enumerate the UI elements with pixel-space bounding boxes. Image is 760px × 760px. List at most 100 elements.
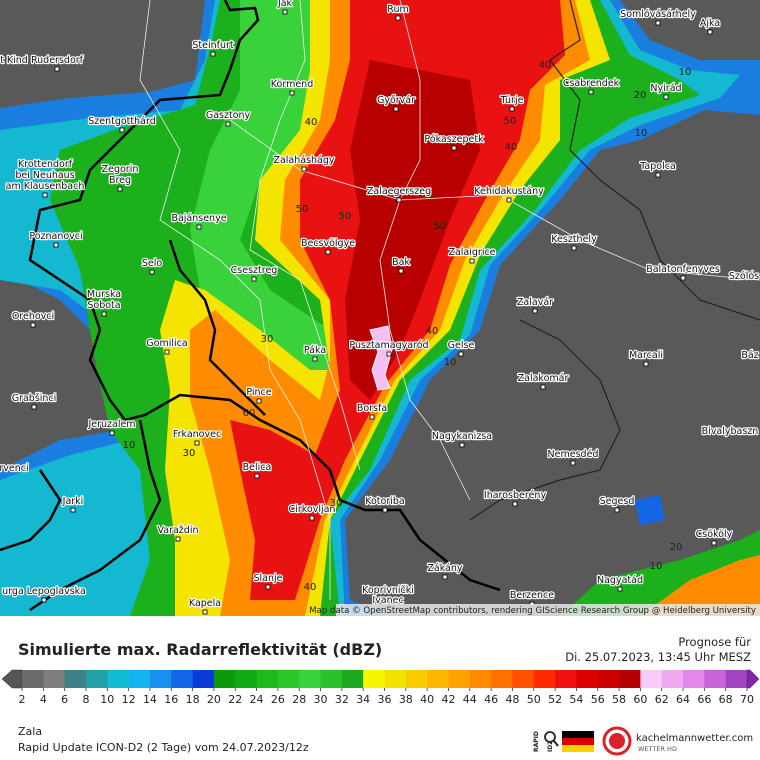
- colorbar-segment: [213, 670, 236, 688]
- place-label: Iharosberény: [484, 490, 547, 501]
- colorbar-segment: [384, 670, 407, 688]
- border: [29, 419, 162, 612]
- place-label: Csököly: [696, 529, 733, 540]
- radar-darkred: [345, 60, 480, 400]
- colorbar-segment: [128, 670, 151, 688]
- place-label: t Kind: [0, 55, 28, 66]
- place-dot: [655, 172, 661, 178]
- colorbar-segment: [320, 670, 343, 688]
- colorbar-segment: [171, 670, 193, 688]
- colorbar-tick-label: 36: [378, 693, 392, 706]
- colorbar-segment: [533, 670, 556, 688]
- colorbar-tick-label: 56: [591, 693, 605, 706]
- place-dot: [42, 192, 48, 198]
- colorbar-segment: [448, 670, 471, 688]
- legend-title: Simulierte max. Radarreflektivität (dBZ): [18, 640, 382, 659]
- place-dot: [149, 269, 155, 275]
- contour-label: 50: [339, 211, 352, 222]
- place-label: rvenci: [0, 463, 29, 474]
- place-label: Ajka: [700, 18, 720, 29]
- place-dot: [469, 258, 475, 264]
- colorbar-segment: [192, 670, 215, 688]
- place-dot: [289, 90, 295, 96]
- colorbar-tick-label: 32: [335, 693, 349, 706]
- logo-sub: IDZ: [547, 740, 554, 752]
- colorbar-tick-label: 30: [314, 693, 328, 706]
- contour-label: 20: [670, 542, 683, 553]
- colorbar-arrow: [746, 669, 760, 689]
- place-label: Orehovci: [12, 311, 54, 322]
- place-label: Nagyatád: [597, 575, 643, 586]
- place-dot: [109, 430, 115, 436]
- place-dot: [643, 361, 649, 367]
- colorbar-segment: [661, 670, 684, 688]
- place-label: Varaždin: [158, 525, 199, 536]
- colorbar-tick-label: 68: [719, 693, 733, 706]
- place-label: Tapolca: [639, 161, 676, 172]
- colorbar-segment: [427, 670, 449, 688]
- colorbar-tick-label: 66: [697, 693, 711, 706]
- border: [168, 239, 266, 416]
- colorbar-segment: [107, 670, 129, 688]
- place-dot: [196, 224, 202, 230]
- colorbar-ticks: 2 4 6 8 10 12 14 16 18 20 22 24 26 28 30 32 34 36 38 40 42 44…: [19, 688, 754, 706]
- place-label: Zegorin: [102, 164, 139, 175]
- colorbar-segment: [299, 670, 321, 688]
- place-dot: [164, 349, 170, 355]
- colorbar-tick-label: 22: [228, 693, 242, 706]
- colorbar-tick-label: 38: [399, 693, 413, 706]
- place-label: Becsvölgye: [301, 238, 355, 249]
- place-label: Zalaegerszeg: [367, 186, 431, 197]
- place-dot: [396, 197, 402, 203]
- colorbar-segment: [597, 670, 620, 688]
- place-label: Ivanec: [372, 595, 403, 606]
- place-dot: [101, 311, 107, 317]
- place-label: Rum: [387, 4, 408, 15]
- place-label: bei Neuhaus: [15, 170, 74, 181]
- place-label: Zákány: [427, 563, 463, 574]
- place-dot: [386, 351, 392, 357]
- place-label: Somlóvásárhely: [620, 9, 696, 20]
- place-label: Csesztreg: [231, 265, 278, 276]
- colorbar-segment: [235, 670, 257, 688]
- place-label: Báz: [741, 350, 758, 361]
- colorbar-tick-label: 10: [100, 693, 114, 706]
- place-dot: [70, 507, 76, 513]
- contour-label: 10: [679, 67, 692, 78]
- colorbar-tick-label: 54: [569, 693, 583, 706]
- colorbar-tick-label: 26: [271, 693, 285, 706]
- place-label: urga Lepoglavska: [2, 586, 86, 597]
- place-label: Nyirád: [650, 83, 681, 94]
- place-dot: [680, 275, 686, 281]
- place-label: Kotoriba: [365, 496, 405, 507]
- colorbar-tick-label: 8: [82, 693, 89, 706]
- logo-icon: [544, 731, 556, 743]
- place-dot: [265, 584, 271, 590]
- contour-label: 50: [434, 221, 447, 232]
- place-dot: [30, 322, 36, 328]
- road: [229, 119, 760, 281]
- contour-label: 30: [261, 334, 274, 345]
- place-label: Zalaháshágy: [273, 155, 334, 166]
- place-dot: [254, 473, 260, 479]
- place-label: Szentgotthárd: [88, 116, 156, 127]
- place-label: Berzence: [510, 590, 554, 601]
- place-label: Marcali: [629, 350, 663, 361]
- place-dot: [459, 442, 465, 448]
- place-dot: [398, 268, 404, 274]
- colorbar-tick-label: 18: [186, 693, 200, 706]
- place-label: Steinfurt: [192, 40, 234, 51]
- colorbar-segment: [43, 670, 65, 688]
- place-dot: [458, 351, 464, 357]
- place-dot: [532, 308, 538, 314]
- colorbar-segment: [149, 670, 172, 688]
- radar-pink: [369, 325, 393, 391]
- colorbar-segment: [725, 670, 748, 688]
- place-label: Bak: [392, 257, 410, 268]
- place-dot: [210, 51, 216, 57]
- logo-text: RAPID: [533, 731, 540, 752]
- place-labels: Jak Rum Somlóvásárhely Ajka t Kind Rudersdorf…: [0, 0, 760, 615]
- radar-lightgreen: [190, 0, 330, 380]
- place-dot: [312, 356, 318, 362]
